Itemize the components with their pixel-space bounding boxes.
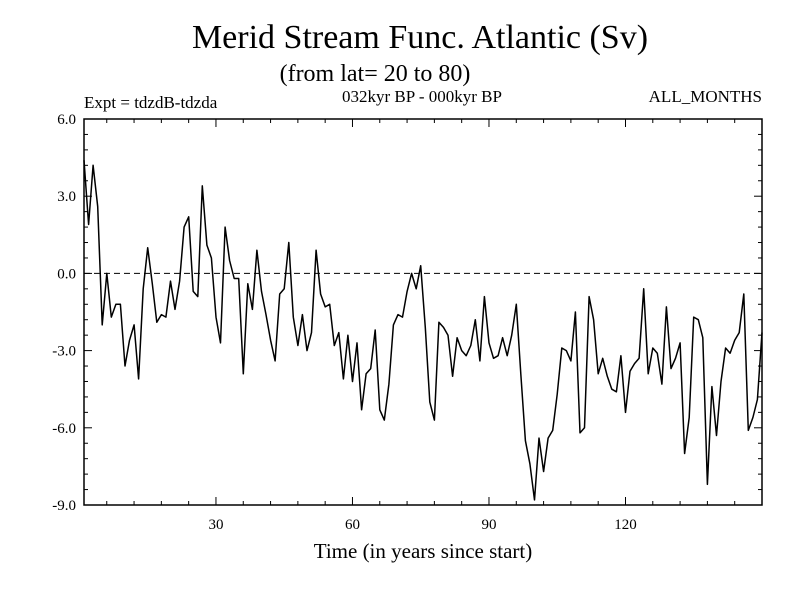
y-tick-label: 0.0 [57, 266, 76, 282]
period-label: 032kyr BP - 000kyr BP [342, 87, 502, 106]
y-tick-label: -3.0 [52, 344, 76, 360]
y-tick-label: 6.0 [57, 112, 76, 128]
x-tick-labels: 30 60 90 120 [208, 517, 636, 533]
chart-subtitle: (from lat= 20 to 80) [280, 61, 471, 87]
x-tick-label: 60 [345, 517, 360, 533]
x-tick-label: 90 [481, 517, 496, 533]
experiment-label: Expt = tdzdB-tdzda [84, 93, 218, 112]
y-tick-label: -9.0 [52, 498, 76, 514]
x-tick-label: 120 [614, 517, 637, 533]
series-line [83, 160, 763, 501]
chart-title: Merid Stream Func. Atlantic (Sv) [192, 19, 648, 56]
plot-frame [83, 118, 763, 506]
months-label: ALL_MONTHS [649, 87, 762, 106]
x-axis-label: Time (in years since start) [314, 539, 533, 563]
y-tick-label: -6.0 [52, 421, 76, 437]
axis-ticks [84, 118, 762, 506]
y-tick-label: 3.0 [57, 189, 76, 205]
y-tick-labels: 6.0 3.0 0.0 -3.0 -6.0 -9.0 [52, 112, 76, 514]
x-tick-label: 30 [208, 517, 223, 533]
